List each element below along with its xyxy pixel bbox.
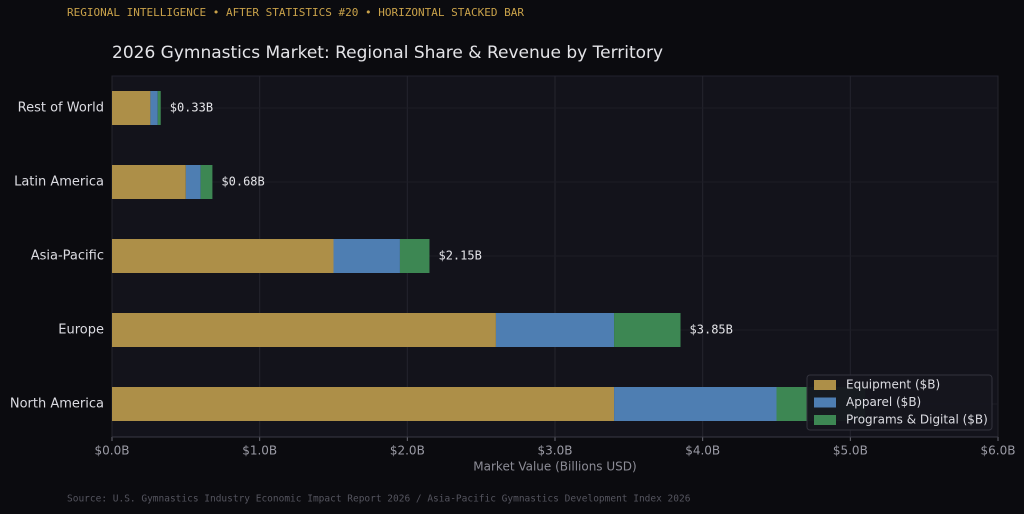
x-tick-label: $4.0B [685,444,720,458]
bar-segment [112,165,186,199]
legend-box [806,374,993,431]
bar-segment [399,239,430,273]
bar-segment [150,91,158,125]
source: Source: U.S. Gymnastics Industry Economi… [67,494,691,505]
y-tick-label: Latin America [14,175,104,190]
bar-segment [112,313,496,347]
legend-swatch [814,397,836,408]
bar-segment [200,165,213,199]
x-tick-label: $5.0B [833,444,868,458]
bar-segment [614,313,681,347]
bar-segment [185,165,201,199]
bar-segment [333,239,400,273]
legend-label: Equipment ($B) [846,378,940,392]
legend-swatch [814,380,836,390]
x-tick-label: $3.0B [538,444,573,458]
bar-segment [112,239,334,273]
chart-title: 2026 Gymnastics Market: Regional Share &… [112,43,663,63]
bar-segment [112,387,615,421]
total-label: $0.33B [170,101,213,115]
x-tick-label: $0.0B [95,444,130,458]
y-tick-label: Rest of World [18,101,104,116]
header: REGIONAL INTELLIGENCE • AFTER STATISTICS… [67,6,524,19]
total-label: $2.15B [438,249,481,263]
bar-segment [157,91,161,125]
legend-label: Programs & Digital ($B) [846,413,988,427]
y-tick-label: Asia-Pacific [31,249,104,264]
legend-swatch [814,415,836,425]
y-tick-label: Europe [58,323,104,338]
y-tick-label: North America [10,397,104,412]
bar-segment [112,91,151,125]
x-tick-label: $1.0B [242,444,277,458]
total-label: $3.85B [690,323,733,337]
legend-label: Apparel ($B) [846,395,921,409]
bar-segment [495,313,615,347]
bar-segment [614,387,777,421]
x-axis-label: Market Value (Billions USD) [473,460,636,474]
total-label: $0.68B [221,175,264,189]
x-tick-label: $6.0B [981,444,1016,458]
x-tick-label: $2.0B [390,444,425,458]
